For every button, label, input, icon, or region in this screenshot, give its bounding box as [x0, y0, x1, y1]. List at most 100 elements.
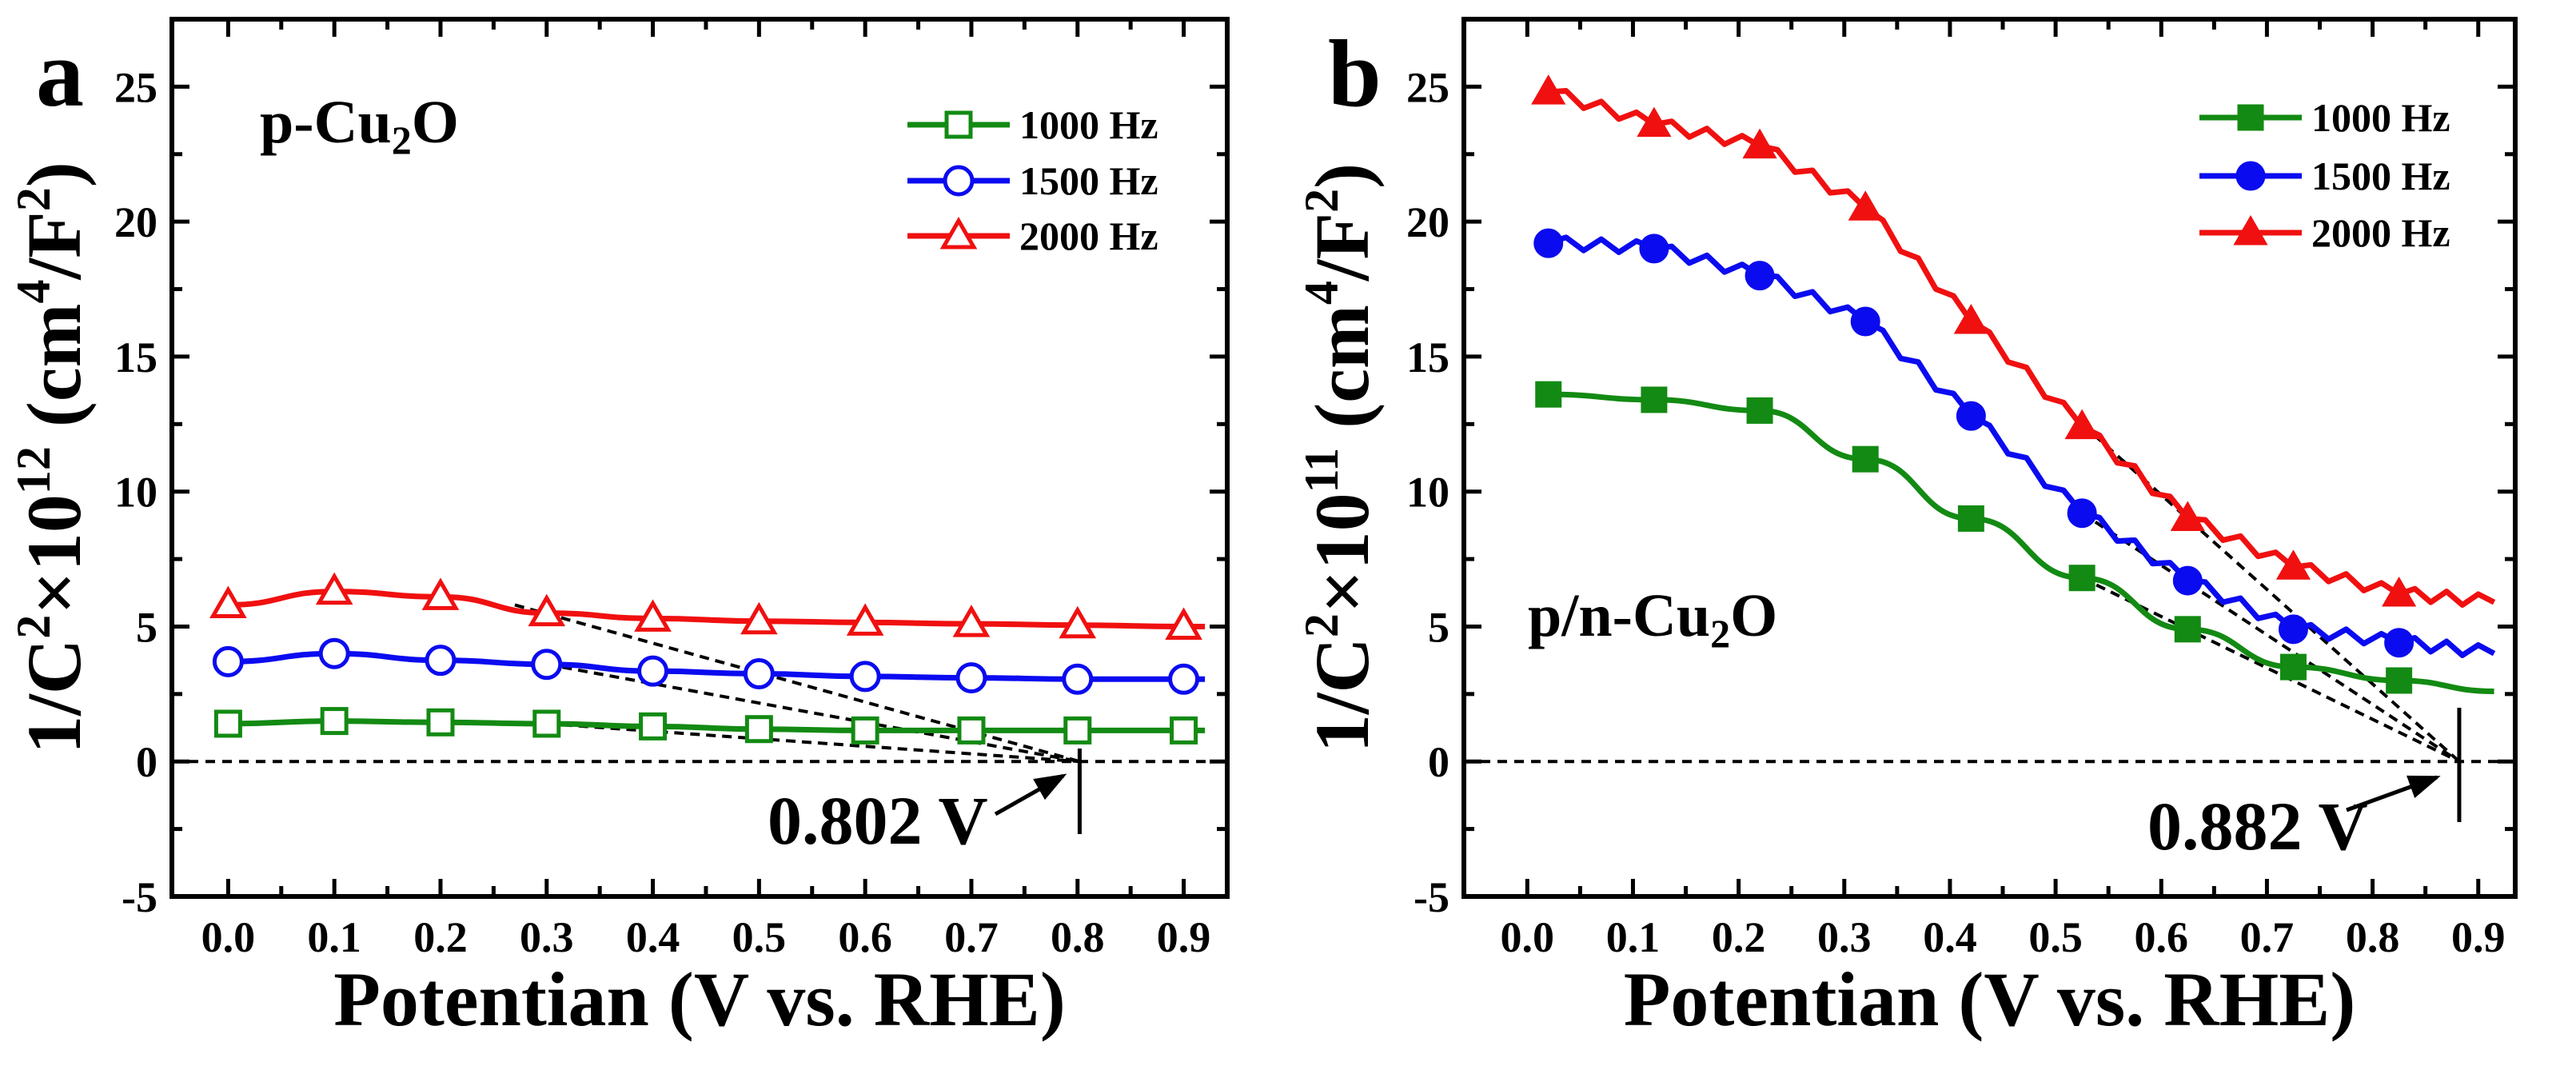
data-point-square — [2174, 616, 2201, 643]
data-point-square — [851, 716, 879, 745]
y-tick-label: 5 — [136, 603, 158, 651]
x-tick-label: 0.2 — [413, 913, 468, 961]
y-axis-title-superscript: 4 — [1295, 281, 1348, 305]
ticks — [1464, 17, 2515, 899]
y-axis-title-superscript: 4 — [7, 280, 60, 304]
plot-frame — [169, 17, 1230, 899]
y-tick-label: 10 — [114, 469, 158, 517]
x-tick-label: 0.9 — [1157, 913, 1211, 961]
x-tick-label: 0.1 — [1606, 913, 1661, 961]
sample-label-end: O — [1730, 582, 1777, 649]
y-axis-title-part: (cm — [11, 304, 97, 447]
data-point-circle — [2384, 628, 2415, 658]
y-tick-label: 0 — [136, 738, 158, 786]
data-point-circle — [849, 661, 881, 693]
panel-b: b -5 0 5 10 15 20 25 0.0 0.1 0.2 0.3 0.4 0.5 0.6 0.7 0.8… — [1295, 17, 2518, 1042]
legend-marker-triangle-triangle — [939, 216, 978, 250]
y-tick-label: 20 — [1406, 198, 1449, 246]
legend-label: 1500 Hz — [1019, 158, 1158, 203]
data-point-triangle — [952, 605, 991, 637]
series-line — [1548, 87, 2496, 608]
data-point-circle — [2172, 565, 2203, 596]
data-point-square — [1852, 445, 1879, 473]
data-point-circle — [637, 655, 669, 687]
x-tick-label: 0.7 — [944, 913, 999, 961]
sample-label-main: p/n-Cu — [1528, 582, 1710, 649]
x-axis-title: Potentian (V vs. RHE) — [1624, 956, 2356, 1042]
x-tick-label: 0.4 — [1923, 913, 1977, 961]
sample-label-subscript: 2 — [1710, 611, 1730, 656]
data-point-triangle — [1531, 74, 1566, 105]
data-point-square — [1746, 397, 1773, 424]
y-axis-title-part: (cm — [1299, 305, 1385, 448]
legend-label: 1000 Hz — [1019, 102, 1158, 147]
x-tick-label: 0.7 — [2240, 913, 2295, 961]
panel-a: a -5 0 5 10 15 20 25 0.0 0.1 0.2 0.3 0.4 0.5 0.6 0.7 0.8… — [7, 17, 1230, 1042]
y-tick-label: 25 — [1406, 63, 1449, 111]
y-axis-title-part: 1/C — [1299, 637, 1385, 753]
x-tick-label: 0.5 — [2028, 913, 2083, 961]
sample-label-end: O — [412, 89, 459, 156]
y-axis-title-part: ) — [1299, 163, 1385, 189]
arrow-icon — [2346, 775, 2441, 812]
series-2000-hz — [209, 572, 1206, 640]
data-point-circle — [743, 658, 775, 690]
data-point-circle — [212, 645, 244, 677]
y-axis-title: 1/C2×1011 (cm4/F2) — [1295, 163, 1385, 753]
series-line — [228, 718, 1206, 733]
data-point-circle — [1533, 228, 1564, 258]
y-axis-title-superscript: 2 — [7, 615, 60, 639]
sample-label: p/n-Cu2O — [1528, 582, 1777, 656]
series-line — [228, 650, 1206, 682]
data-point-square — [2386, 667, 2413, 694]
x-axis-title: Potentian (V vs. RHE) — [333, 956, 1066, 1042]
data-point-square — [426, 708, 455, 737]
legend-label: 2000 Hz — [1019, 214, 1158, 258]
y-axis-title-part: ×10 — [1299, 493, 1385, 613]
legend-marker-square-square — [2237, 104, 2264, 131]
series-1500-hz — [212, 637, 1206, 695]
data-point-triangle — [209, 585, 247, 618]
data-point-triangle — [2382, 576, 2417, 607]
x-tick-label: 0.3 — [520, 913, 574, 961]
y-tick-label: -5 — [1414, 873, 1449, 921]
data-point-triangle — [846, 603, 884, 636]
legend-label: 2000 Hz — [2311, 210, 2450, 255]
data-point-square — [957, 716, 986, 745]
y-tick-label: 10 — [1406, 469, 1449, 517]
tangent-line — [546, 662, 1080, 764]
x-tick-label: 0.3 — [1817, 913, 1872, 961]
x-tick-label: 0.6 — [2135, 913, 2189, 961]
data-point-square — [320, 707, 349, 736]
data-point-triangle — [1059, 605, 1097, 639]
series-1000-hz — [1535, 381, 2494, 694]
data-point-square — [2068, 565, 2095, 592]
data-point-circle — [1956, 401, 1986, 431]
x-tick-label: 0.2 — [1712, 913, 1766, 961]
y-tick-label: 5 — [1428, 603, 1449, 651]
x-tick-label: 0.5 — [732, 913, 787, 961]
series-line — [228, 589, 1206, 629]
data-point-circle — [1850, 306, 1880, 337]
y-axis-title-superscript: 2 — [1295, 189, 1348, 213]
x-tick-label: 0.8 — [2346, 913, 2400, 961]
x-tick-label: 0.1 — [307, 913, 361, 961]
data-point-triangle — [528, 593, 566, 627]
data-point-circle — [318, 637, 350, 669]
y-axis-title-part: ×10 — [11, 494, 97, 615]
y-axis-title-part: /F — [1299, 213, 1385, 281]
data-point-triangle — [1848, 190, 1883, 221]
y-axis-title-part: ) — [11, 162, 97, 187]
data-point-circle — [2067, 498, 2097, 529]
arrow-icon — [994, 773, 1067, 816]
panel-label: a — [36, 20, 84, 126]
y-tick-label: 15 — [114, 333, 158, 381]
data-point-circle — [2278, 614, 2308, 645]
data-point-circle — [425, 645, 457, 677]
data-point-square — [1063, 716, 1092, 745]
data-point-triangle — [1953, 304, 1988, 334]
y-tick-label: 15 — [1406, 333, 1449, 381]
y-tick-label: 20 — [114, 198, 158, 246]
y-tick-label: -5 — [122, 873, 158, 921]
